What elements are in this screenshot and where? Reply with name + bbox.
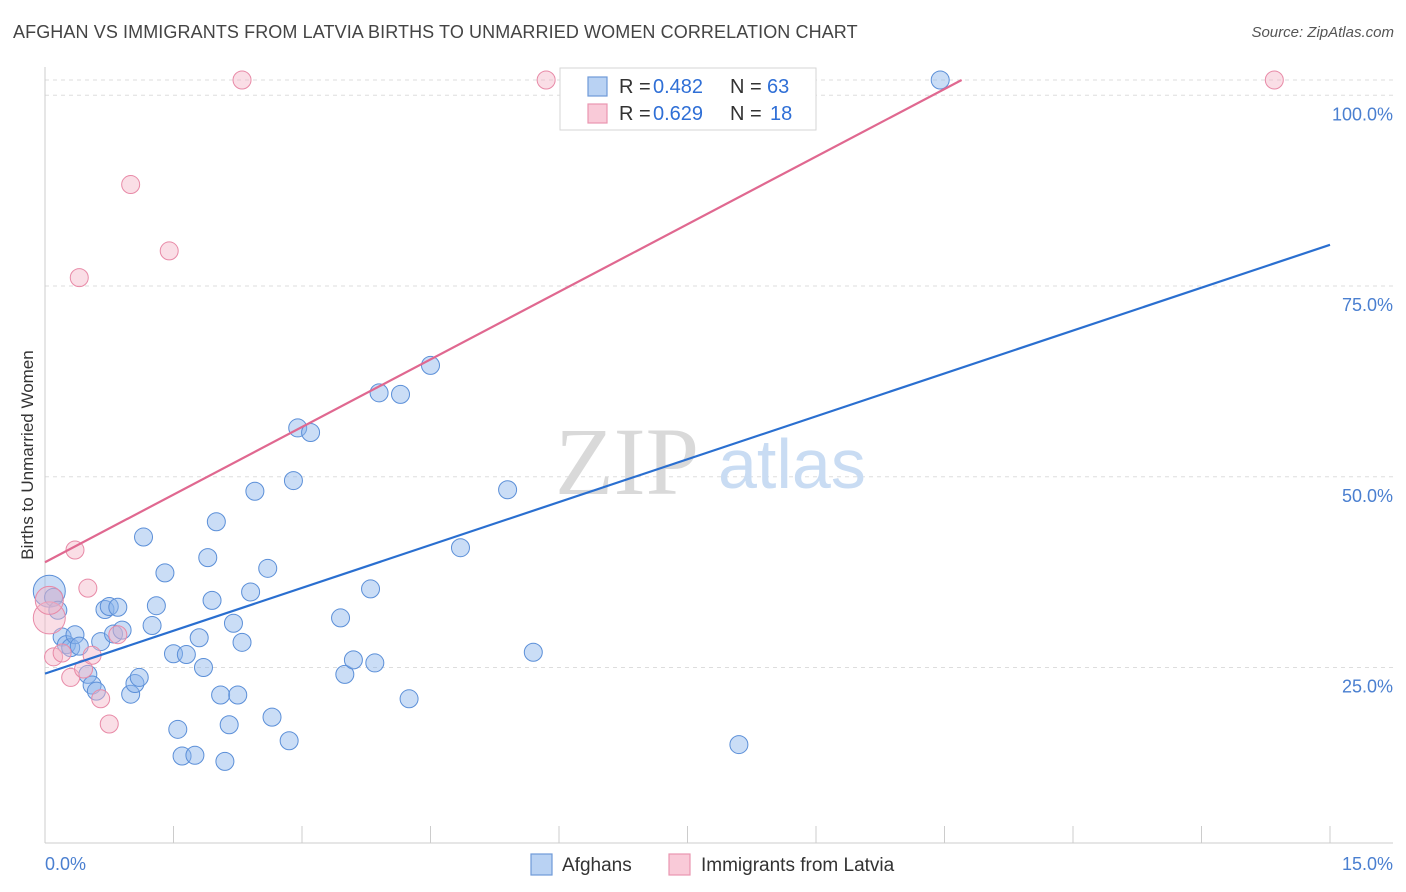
point-afghans-6 [65,625,85,645]
point-afghans-38 [228,685,248,705]
point-afghans-54 [391,384,411,404]
point-latvia-17 [1264,70,1284,90]
source-credit: Source: ZipAtlas.com [1251,24,1394,41]
point-afghans-28 [185,745,205,765]
point-afghans-34 [211,685,231,705]
point-afghans-48 [331,608,351,628]
point-afghans-40 [241,582,261,602]
series-legend: Afghans Immigrants from Latvia [530,853,895,876]
grid-lines [45,79,1393,669]
watermark-zip: ZIP [555,408,699,515]
point-afghans-23 [155,563,175,583]
series-legend-swatch-latvia [668,853,691,876]
y-tick-label-2: 75.0% [1342,295,1393,315]
point-latvia-3 [52,643,72,663]
trend-line-latvia [44,79,963,564]
point-latvia-12 [108,625,128,645]
point-afghans-41 [245,481,265,501]
point-afghans-31 [198,548,218,568]
legend-r-value-afghans: 0.482 [653,76,703,98]
tick-labels: 25.0% 50.0% 75.0% 100.0% 0.0% 15.0% [45,104,1393,874]
point-afghans-52 [365,653,385,673]
legend-r-label-latvia: R = [619,103,651,125]
point-afghans-35 [215,751,235,771]
point-afghans-32 [202,590,222,610]
series-legend-label-latvia: Immigrants from Latvia [701,855,895,876]
point-afghans-29 [189,628,209,648]
trend-line-afghans [44,243,1331,675]
series-legend-swatch-afghans [530,853,553,876]
legend-n-label-latvia: N = [730,103,762,125]
point-latvia-8 [78,578,98,598]
point-afghans-22 [146,596,166,616]
point-latvia-6 [69,268,89,288]
point-afghans-39 [232,632,252,652]
legend-r-label-afghans: R = [619,76,651,98]
axes [44,67,1393,844]
series-legend-label-afghans: Afghans [562,855,632,876]
legend-n-label-afghans: N = [730,76,762,98]
point-afghans-44 [279,731,299,751]
point-afghans-42 [258,558,278,578]
stats-legend: R = 0.482 N = 63 R = 0.629 N = 18 [559,67,817,131]
x-tick-label-max: 15.0% [1342,854,1393,874]
legend-n-value-afghans: 63 [767,76,789,98]
point-latvia-0 [32,601,66,635]
legend-swatch-latvia [587,103,608,124]
y-tick-label-0: 25.0% [1342,677,1393,697]
point-afghans-30 [193,658,213,678]
trend-lines [44,79,1331,675]
point-afghans-25 [168,719,188,739]
point-latvia-10 [91,689,111,709]
y-tick-label-3: 100.0% [1332,104,1393,124]
point-afghans-27 [176,645,196,665]
point-afghans-61 [930,70,950,90]
point-latvia-13 [121,175,141,195]
point-afghans-60 [729,735,749,755]
point-afghans-43 [262,707,282,727]
point-afghans-19 [129,667,149,687]
point-afghans-55 [399,689,419,709]
point-latvia-1 [34,585,64,615]
legend-r-value-latvia: 0.629 [653,103,703,125]
point-afghans-37 [223,613,243,633]
point-afghans-49 [335,664,355,684]
point-latvia-16 [536,70,556,90]
point-latvia-11 [99,714,119,734]
point-afghans-15 [108,597,128,617]
point-afghans-58 [498,480,518,500]
point-afghans-17 [121,684,141,704]
y-tick-label-1: 50.0% [1342,486,1393,506]
y-axis-title: Births to Unmarried Women [18,350,37,559]
point-afghans-50 [343,650,363,670]
point-afghans-45 [283,471,303,491]
legend-swatch-afghans [587,76,608,97]
watermark-atlas: atlas [718,425,866,503]
point-afghans-36 [219,715,239,735]
scatter-points [32,70,1284,771]
point-afghans-57 [450,538,470,558]
point-latvia-15 [232,70,252,90]
point-afghans-7 [69,636,89,656]
chart-title: AFGHAN VS IMMIGRANTS FROM LATVIA BIRTHS … [13,22,858,42]
point-afghans-51 [361,579,381,599]
point-afghans-59 [523,642,543,662]
point-afghans-21 [142,616,162,636]
watermark: ZIP atlas [555,408,866,515]
point-afghans-33 [206,512,226,532]
point-afghans-20 [134,527,154,547]
point-latvia-14 [159,241,179,261]
x-tick-label-min: 0.0% [45,854,86,874]
legend-n-value-latvia: 18 [770,103,792,125]
